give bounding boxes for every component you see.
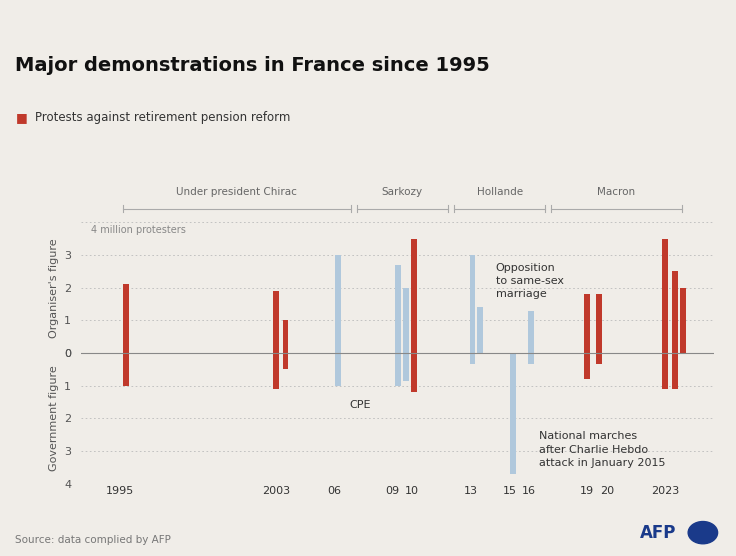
- Text: ■: ■: [16, 111, 28, 124]
- Bar: [596, 294, 602, 353]
- Y-axis label: Organiser's figure: Organiser's figure: [49, 238, 59, 337]
- Bar: [273, 353, 279, 389]
- Bar: [662, 239, 668, 353]
- Bar: [273, 291, 279, 353]
- Bar: [403, 288, 409, 353]
- Bar: [403, 353, 409, 381]
- Text: Macron: Macron: [598, 187, 636, 197]
- Text: Sarkozy: Sarkozy: [382, 187, 423, 197]
- Text: AFP: AFP: [640, 524, 676, 542]
- Bar: [283, 320, 289, 353]
- Text: Hollande: Hollande: [477, 187, 523, 197]
- Bar: [123, 285, 129, 353]
- Bar: [335, 353, 341, 386]
- Bar: [335, 255, 341, 353]
- Bar: [477, 307, 483, 353]
- Text: Major demonstrations in France since 1995: Major demonstrations in France since 199…: [15, 56, 489, 75]
- Bar: [672, 353, 678, 389]
- Bar: [680, 288, 686, 353]
- Bar: [123, 353, 129, 386]
- Text: CPE: CPE: [350, 400, 371, 410]
- Bar: [672, 271, 678, 353]
- Bar: [411, 353, 417, 393]
- Text: Protests against retirement pension reform: Protests against retirement pension refo…: [35, 111, 291, 124]
- Text: 4 million protesters: 4 million protesters: [91, 225, 185, 235]
- Bar: [283, 353, 289, 369]
- Bar: [584, 294, 590, 353]
- Bar: [528, 353, 534, 365]
- Bar: [395, 353, 401, 386]
- Bar: [510, 353, 516, 474]
- Bar: [528, 311, 534, 353]
- Bar: [395, 265, 401, 353]
- Bar: [470, 255, 475, 353]
- Text: Source: data complied by AFP: Source: data complied by AFP: [15, 535, 171, 545]
- Bar: [411, 239, 417, 353]
- Text: Opposition
to same-sex
marriage: Opposition to same-sex marriage: [496, 263, 564, 299]
- Text: Under president Chirac: Under president Chirac: [177, 187, 297, 197]
- Text: National marches
after Charlie Hebdo
attack in January 2015: National marches after Charlie Hebdo att…: [539, 431, 665, 468]
- Bar: [596, 353, 602, 365]
- Bar: [662, 353, 668, 389]
- Bar: [470, 353, 475, 365]
- Bar: [584, 353, 590, 379]
- Y-axis label: Government figure: Government figure: [49, 365, 59, 471]
